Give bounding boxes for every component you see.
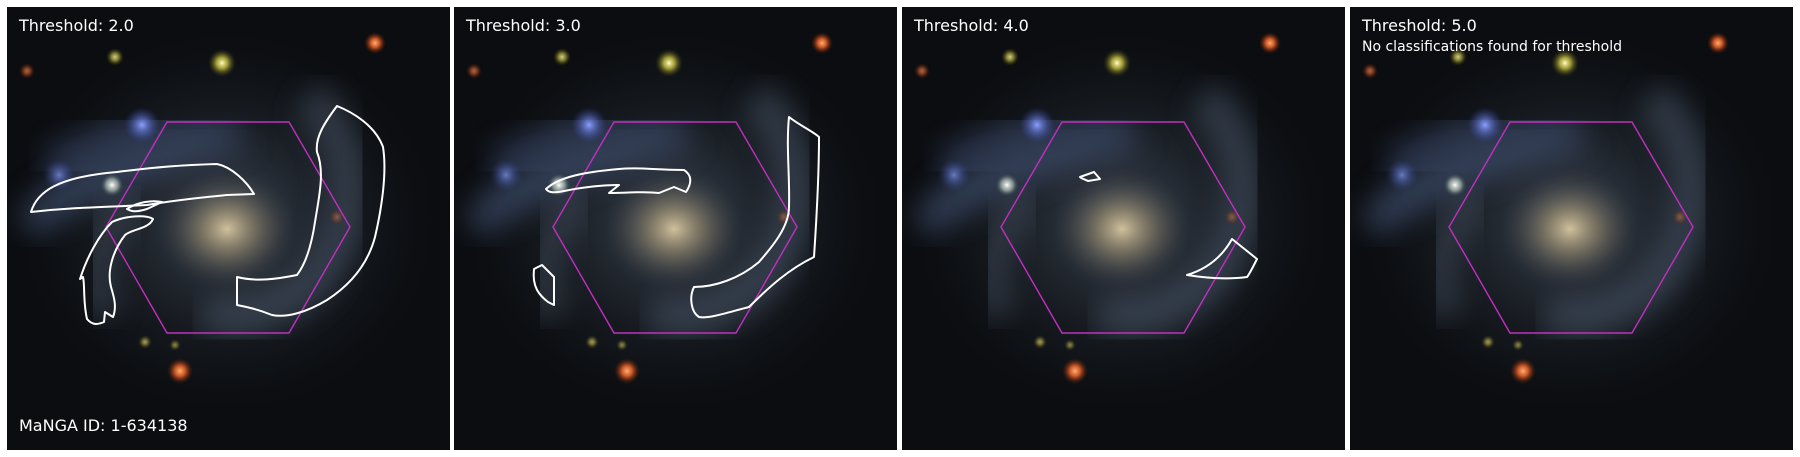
- panel-title: Threshold: 5.0: [1362, 16, 1477, 35]
- manga-id-label: MaNGA ID: 1-634138: [19, 416, 188, 435]
- classification-contours: [532, 116, 820, 319]
- panel-threshold-2: Threshold: 2.0 MaNGA ID: 1-634138: [7, 7, 450, 450]
- galaxy-image: [454, 7, 897, 450]
- classification-contours: [30, 105, 386, 325]
- galaxy-image: [902, 7, 1345, 450]
- galaxy-image: [1350, 7, 1793, 450]
- panel-threshold-3: Threshold: 3.0: [454, 7, 897, 450]
- classification-contours: [1079, 171, 1258, 280]
- panel-threshold-4: Threshold: 4.0: [902, 7, 1345, 450]
- no-classifications-note: No classifications found for threshold: [1362, 39, 1622, 55]
- galaxy-image: [7, 7, 450, 450]
- panel-title: Threshold: 4.0: [914, 16, 1029, 35]
- panel-title: Threshold: 2.0: [19, 16, 134, 35]
- panel-threshold-5: Threshold: 5.0 No classifications found …: [1350, 7, 1793, 450]
- panel-title: Threshold: 3.0: [466, 16, 581, 35]
